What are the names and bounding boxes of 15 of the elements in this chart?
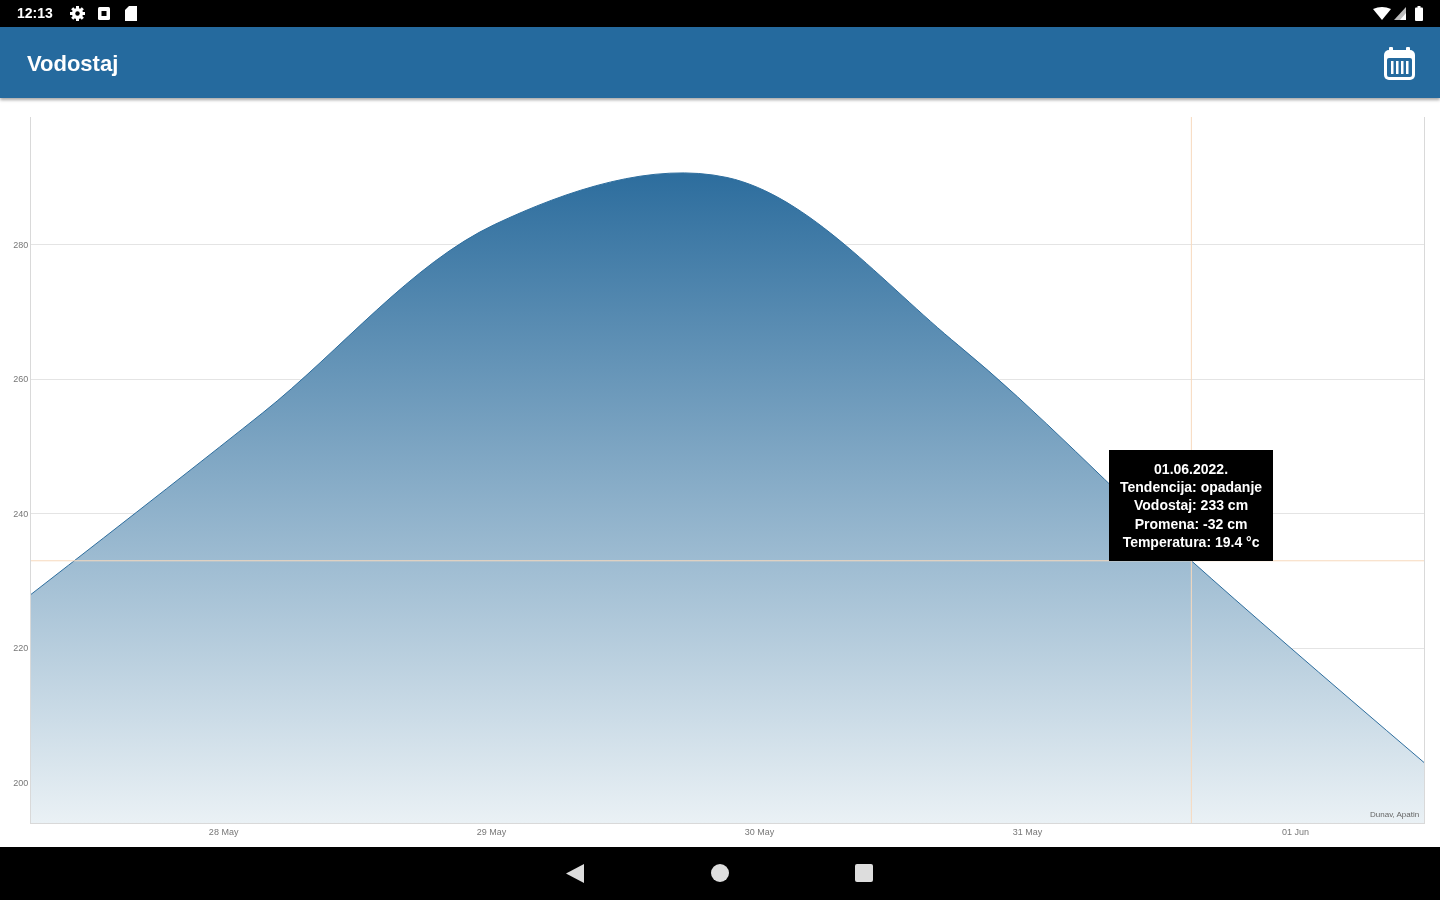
status-bar: 12:13 (0, 0, 1440, 27)
y-tick-label: 200 (13, 777, 29, 788)
y-tick-label: 240 (13, 508, 29, 519)
header-bar: Vodostaj (0, 27, 1440, 98)
y-tick-label: 280 (13, 239, 29, 250)
chart-title: Vodostaj (27, 51, 119, 77)
x-tick-label: 28 May (208, 826, 239, 837)
x-tick-label: 01 Jun (1282, 826, 1310, 837)
y-tick-label: 260 (13, 374, 29, 385)
y-tick-label: 220 (13, 643, 29, 654)
annotation: Dunav, Apatin (1370, 810, 1420, 819)
annotation: 01.06.2022. Tendencija: opadanje Vodostaj: 233 cm Promena: -32 cm Temperatura: 19.4 °c (1120, 461, 1263, 550)
x-tick-label: 31 May (1012, 826, 1043, 837)
x-tick-label: 29 May (476, 826, 507, 837)
x-tick-label: 30 May (744, 826, 775, 837)
